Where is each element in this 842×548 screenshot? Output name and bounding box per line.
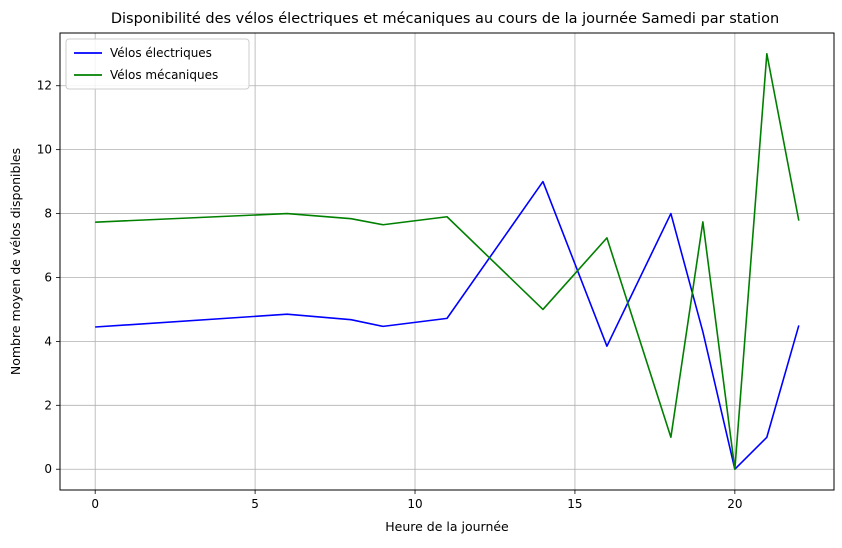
y-tick-label-1: 2 (44, 398, 52, 412)
x-tick-label-3: 15 (567, 497, 582, 511)
y-tick-label-3: 6 (44, 270, 52, 284)
y-tick-label-6: 12 (37, 79, 52, 93)
legend: Vélos électriques Vélos mécaniques (65, 38, 250, 90)
series-line-0 (95, 180, 800, 471)
x-axis-label: Heure de la journée (385, 519, 509, 534)
y-tick-label-4: 8 (44, 207, 52, 221)
ticks: 0 5 10 15 20 0 2 4 6 8 10 12 (37, 79, 743, 511)
plot-frame (59, 32, 835, 491)
x-tick-label-1: 5 (251, 497, 259, 511)
series-layer (95, 52, 800, 471)
series-line-1 (95, 52, 800, 471)
y-tick-label-5: 10 (37, 143, 52, 157)
x-tick-label-0: 0 (91, 497, 99, 511)
y-axis-label: Nombre moyen de vélos disponibles (8, 148, 23, 375)
legend-label-0: Vélos électriques (110, 46, 212, 60)
chart-title: Disponibilité des vélos électriques et m… (111, 11, 779, 27)
y-tick-label-2: 4 (44, 334, 52, 348)
y-tick-label-0: 0 (44, 462, 52, 476)
legend-label-1: Vélos mécaniques (110, 68, 218, 82)
legend-box (65, 38, 250, 90)
x-tick-label-2: 10 (407, 497, 422, 511)
grid (60, 33, 834, 490)
x-tick-label-4: 20 (727, 497, 742, 511)
